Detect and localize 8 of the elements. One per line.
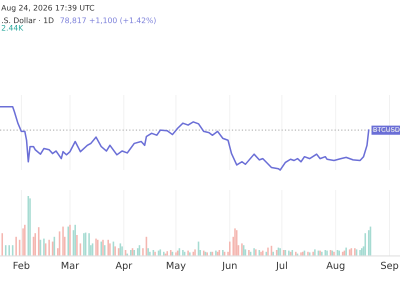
x-tick-label: Jun <box>222 262 237 271</box>
x-tick-label: Mar <box>62 262 80 270</box>
x-tick-label: Apr <box>115 262 132 271</box>
x-tick-label: Sep <box>381 262 398 271</box>
x-tick-label: Jul <box>276 262 287 271</box>
x-tick-label: Aug <box>326 262 344 271</box>
x-tick-label: May <box>166 262 186 271</box>
x-tick-label: Feb <box>14 262 30 270</box>
